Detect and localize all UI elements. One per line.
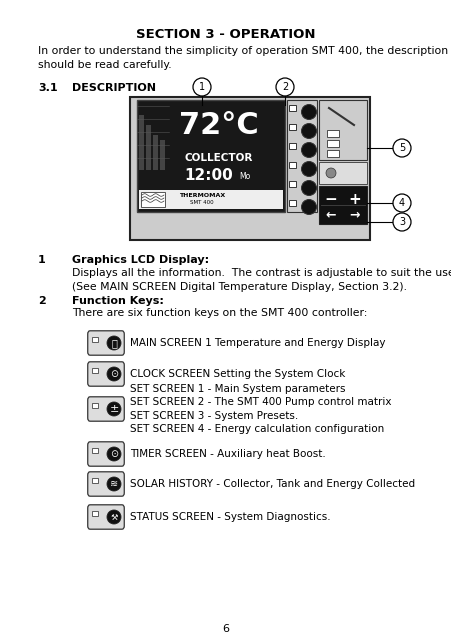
Bar bbox=[160, 140, 165, 170]
Text: ⊙: ⊙ bbox=[110, 449, 118, 459]
FancyBboxPatch shape bbox=[87, 397, 124, 421]
Ellipse shape bbox=[301, 180, 316, 195]
Text: COLLECTOR: COLLECTOR bbox=[184, 153, 253, 163]
Text: 1: 1 bbox=[198, 82, 205, 92]
Bar bbox=[92, 368, 98, 373]
Text: −: − bbox=[324, 192, 336, 207]
Ellipse shape bbox=[107, 402, 121, 416]
Text: THERMOMAX: THERMOMAX bbox=[179, 193, 225, 198]
Bar bbox=[326, 130, 338, 137]
Text: CLOCK SCREEN Setting the System Clock: CLOCK SCREEN Setting the System Clock bbox=[130, 369, 345, 379]
Ellipse shape bbox=[301, 143, 316, 157]
Bar bbox=[139, 115, 144, 170]
FancyBboxPatch shape bbox=[87, 331, 124, 355]
FancyBboxPatch shape bbox=[87, 442, 124, 466]
Ellipse shape bbox=[301, 104, 316, 120]
Ellipse shape bbox=[107, 510, 121, 524]
Ellipse shape bbox=[301, 124, 316, 138]
Text: 4: 4 bbox=[398, 198, 404, 208]
Ellipse shape bbox=[107, 447, 121, 461]
Bar bbox=[288, 181, 295, 187]
Text: MAIN SCREEN 1 Temperature and Energy Display: MAIN SCREEN 1 Temperature and Energy Dis… bbox=[130, 338, 385, 348]
Bar bbox=[288, 143, 295, 149]
FancyBboxPatch shape bbox=[87, 505, 124, 529]
Text: 2: 2 bbox=[281, 82, 287, 92]
Bar bbox=[92, 337, 98, 342]
Bar bbox=[92, 511, 98, 516]
Text: ⚒: ⚒ bbox=[110, 513, 118, 522]
Bar bbox=[141, 192, 165, 207]
FancyBboxPatch shape bbox=[87, 362, 124, 386]
Text: SMT 400: SMT 400 bbox=[190, 200, 213, 205]
Text: SET SCREEN 1 - Main System parameters
SET SCREEN 2 - The SMT 400 Pump control ma: SET SCREEN 1 - Main System parameters SE… bbox=[130, 384, 391, 434]
Text: ←: ← bbox=[325, 208, 336, 221]
Text: 12:00: 12:00 bbox=[184, 168, 233, 183]
Bar bbox=[146, 125, 151, 170]
Text: ⧗: ⧗ bbox=[111, 338, 117, 348]
Bar bbox=[318, 186, 366, 224]
Ellipse shape bbox=[325, 168, 335, 178]
Text: 5: 5 bbox=[398, 143, 404, 153]
Text: Graphics LCD Display:: Graphics LCD Display: bbox=[72, 255, 209, 265]
Text: 1: 1 bbox=[38, 255, 46, 265]
Bar bbox=[92, 403, 98, 408]
Bar bbox=[288, 105, 295, 111]
Text: There are six function keys on the SMT 400 controller:: There are six function keys on the SMT 4… bbox=[72, 308, 367, 318]
Ellipse shape bbox=[301, 161, 316, 177]
Ellipse shape bbox=[301, 200, 316, 214]
Text: 3.1: 3.1 bbox=[38, 83, 57, 93]
Bar bbox=[318, 162, 366, 184]
Text: +: + bbox=[348, 192, 361, 207]
Text: ±: ± bbox=[109, 404, 119, 414]
Text: →: → bbox=[349, 208, 359, 221]
Text: Mo: Mo bbox=[239, 172, 250, 181]
Text: Function Keys:: Function Keys: bbox=[72, 296, 164, 306]
Text: 72°C: 72°C bbox=[179, 111, 258, 140]
Bar bbox=[326, 140, 338, 147]
Bar bbox=[92, 478, 98, 483]
Bar bbox=[139, 190, 282, 209]
Bar bbox=[137, 100, 285, 212]
Ellipse shape bbox=[107, 367, 121, 381]
Ellipse shape bbox=[193, 78, 211, 96]
Ellipse shape bbox=[392, 213, 410, 231]
Bar bbox=[288, 200, 295, 206]
Text: ≋: ≋ bbox=[110, 479, 118, 489]
Bar bbox=[288, 162, 295, 168]
Bar bbox=[326, 150, 338, 157]
Bar bbox=[92, 448, 98, 453]
Ellipse shape bbox=[392, 139, 410, 157]
Ellipse shape bbox=[392, 194, 410, 212]
Text: ⊙: ⊙ bbox=[110, 369, 118, 379]
Text: 3: 3 bbox=[398, 217, 404, 227]
Text: STATUS SCREEN - System Diagnostics.: STATUS SCREEN - System Diagnostics. bbox=[130, 512, 330, 522]
FancyBboxPatch shape bbox=[87, 472, 124, 496]
Bar bbox=[318, 100, 366, 160]
Text: 6: 6 bbox=[222, 624, 229, 634]
Text: DESCRIPTION: DESCRIPTION bbox=[72, 83, 156, 93]
Text: TIMER SCREEN - Auxiliary heat Boost.: TIMER SCREEN - Auxiliary heat Boost. bbox=[130, 449, 325, 459]
Text: SOLAR HISTORY - Collector, Tank and Energy Collected: SOLAR HISTORY - Collector, Tank and Ener… bbox=[130, 479, 414, 489]
Bar bbox=[152, 135, 158, 170]
Bar bbox=[288, 124, 295, 130]
Ellipse shape bbox=[107, 336, 121, 350]
Bar bbox=[130, 97, 369, 240]
Ellipse shape bbox=[276, 78, 293, 96]
Ellipse shape bbox=[107, 477, 121, 491]
Text: 2: 2 bbox=[38, 296, 46, 306]
Text: Displays all the information.  The contrast is adjustable to suit the user.
(See: Displays all the information. The contra… bbox=[72, 268, 451, 292]
Text: SECTION 3 - OPERATION: SECTION 3 - OPERATION bbox=[136, 28, 315, 41]
Text: In order to understand the simplicity of operation SMT 400, the description belo: In order to understand the simplicity of… bbox=[38, 46, 451, 70]
Bar bbox=[286, 100, 316, 212]
